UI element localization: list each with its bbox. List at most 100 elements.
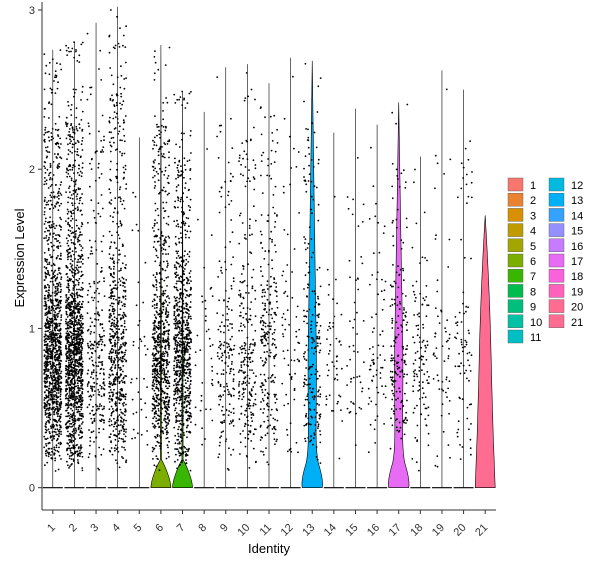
data-point xyxy=(68,50,70,53)
data-point xyxy=(132,340,135,343)
data-point xyxy=(59,390,62,393)
data-point xyxy=(74,438,77,440)
data-point xyxy=(70,232,73,235)
data-point xyxy=(54,418,56,421)
data-point xyxy=(109,304,112,307)
data-point xyxy=(56,450,59,452)
data-point xyxy=(54,459,56,462)
data-point xyxy=(119,358,121,361)
data-point xyxy=(183,369,186,372)
data-point xyxy=(75,351,78,354)
data-point xyxy=(165,379,168,382)
data-point xyxy=(109,97,112,100)
data-point xyxy=(121,381,124,384)
data-point xyxy=(43,165,46,168)
data-point xyxy=(124,295,127,297)
data-point xyxy=(57,255,59,257)
data-point xyxy=(115,373,118,376)
data-point xyxy=(183,406,186,408)
data-point xyxy=(123,428,126,431)
data-point xyxy=(48,407,51,410)
data-point xyxy=(65,345,67,348)
data-point xyxy=(165,366,168,369)
data-point xyxy=(164,289,167,292)
data-point xyxy=(113,319,116,322)
data-point xyxy=(121,446,123,448)
data-point xyxy=(77,283,80,286)
data-point xyxy=(81,172,83,174)
data-point xyxy=(120,350,123,353)
data-point xyxy=(185,430,188,433)
data-point xyxy=(72,435,74,437)
data-point xyxy=(166,285,168,287)
data-point xyxy=(189,206,192,209)
data-point xyxy=(119,86,122,89)
data-point xyxy=(81,469,84,472)
data-point xyxy=(116,462,119,464)
data-point xyxy=(47,442,50,445)
data-point xyxy=(101,349,103,352)
data-point xyxy=(160,370,163,373)
data-point xyxy=(111,347,113,350)
data-point xyxy=(153,56,156,58)
data-point xyxy=(55,74,58,77)
data-point xyxy=(160,421,163,424)
data-point xyxy=(47,428,50,431)
data-point xyxy=(117,296,120,299)
data-point xyxy=(76,129,79,132)
data-point xyxy=(81,391,84,393)
data-point xyxy=(72,371,74,374)
data-point xyxy=(162,290,165,293)
data-point xyxy=(154,181,156,183)
data-point xyxy=(118,188,121,191)
data-point xyxy=(140,398,142,401)
data-point xyxy=(115,421,117,424)
data-point xyxy=(93,381,96,384)
data-point xyxy=(72,329,75,331)
data-point xyxy=(45,429,48,432)
data-point xyxy=(90,395,93,398)
data-point xyxy=(52,307,55,310)
data-point xyxy=(153,327,155,330)
data-point xyxy=(168,164,171,167)
data-point xyxy=(67,282,70,285)
data-point xyxy=(71,260,74,262)
data-point xyxy=(73,128,76,131)
data-point xyxy=(178,426,180,428)
data-point xyxy=(109,116,111,119)
data-point xyxy=(76,391,79,394)
data-point xyxy=(154,202,157,205)
data-point xyxy=(152,274,155,276)
data-point xyxy=(182,279,184,282)
data-point xyxy=(78,410,81,413)
data-point xyxy=(165,307,168,309)
data-point xyxy=(90,199,93,202)
data-point xyxy=(184,379,187,382)
data-point xyxy=(157,338,160,341)
data-point xyxy=(73,318,76,321)
data-point xyxy=(75,402,78,404)
data-point xyxy=(54,92,57,94)
data-point xyxy=(80,349,83,352)
data-point xyxy=(180,356,183,359)
data-point xyxy=(52,394,55,396)
data-point xyxy=(75,266,77,269)
data-point xyxy=(163,244,165,247)
data-point xyxy=(166,387,169,390)
data-point xyxy=(60,194,63,196)
data-point xyxy=(108,352,111,355)
data-point xyxy=(162,217,165,219)
data-point xyxy=(69,432,71,435)
data-point xyxy=(162,260,165,263)
data-point xyxy=(167,380,170,382)
data-point xyxy=(44,129,46,131)
data-point xyxy=(96,342,99,345)
data-point xyxy=(184,236,187,239)
data-point xyxy=(74,258,76,260)
data-point xyxy=(67,362,70,364)
data-point xyxy=(51,333,53,336)
data-point xyxy=(77,266,80,269)
data-point xyxy=(73,388,76,390)
data-point xyxy=(78,400,81,402)
violin-13 xyxy=(301,60,323,489)
